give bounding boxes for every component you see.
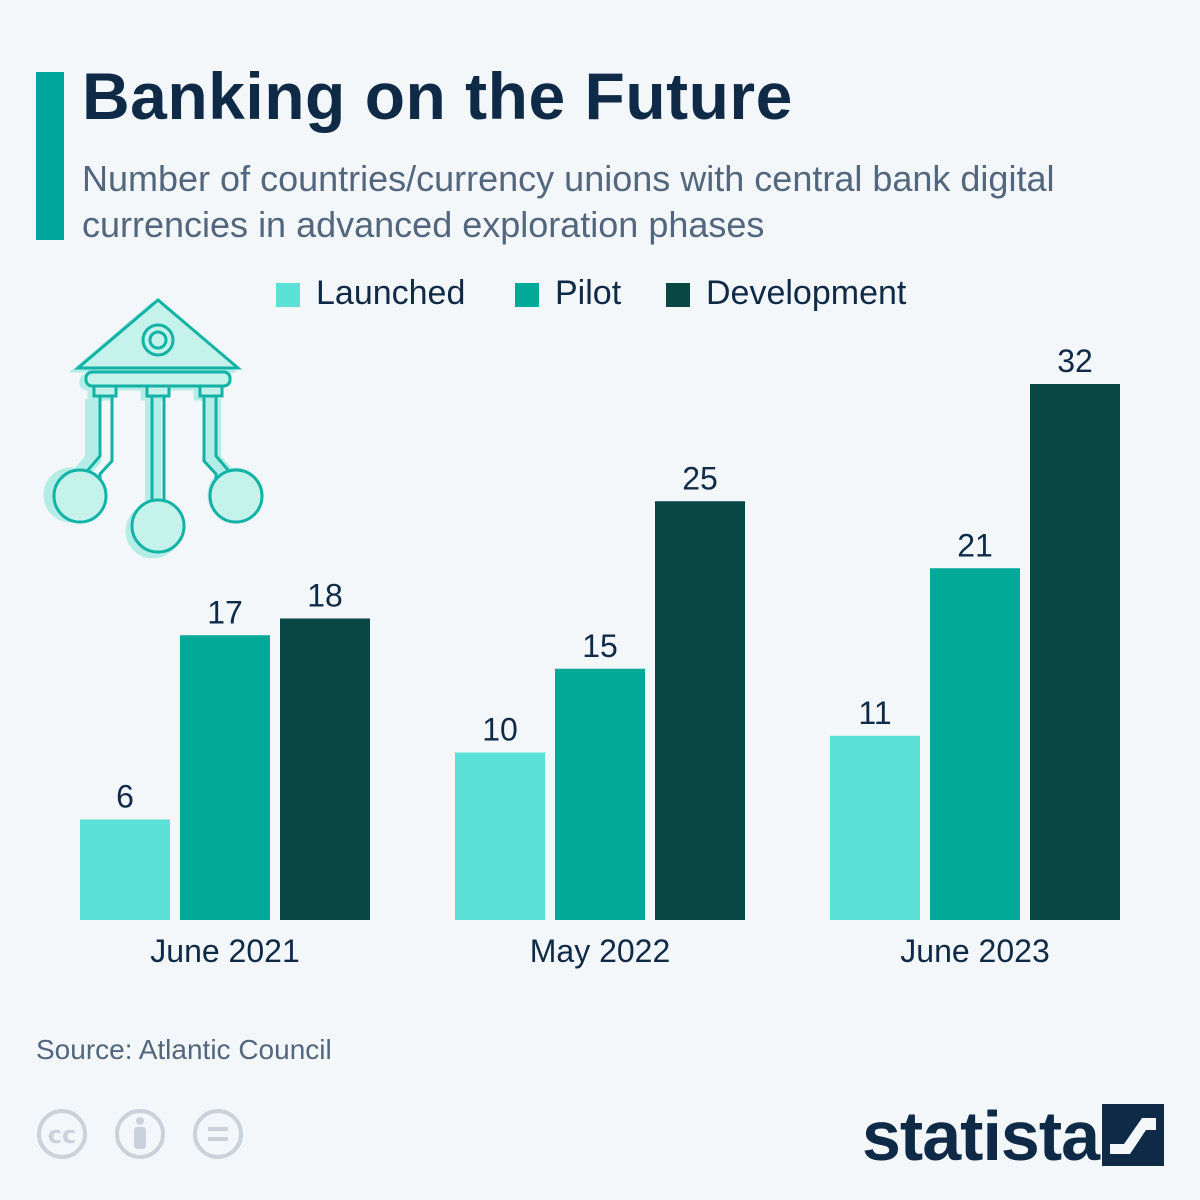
bar-pilot-june-2021	[180, 635, 270, 920]
data-label-pilot-june-2021: 17	[207, 594, 243, 630]
legend-label-development: Development	[706, 274, 907, 312]
bar-launched-may-2022	[455, 752, 545, 920]
data-label-development-june-2023: 32	[1057, 343, 1093, 379]
bar-chart: 6 17 18 June 2021 10 15 25 May 2022 11 21 32 June 2…	[80, 343, 1120, 969]
legend-swatch-pilot	[515, 283, 539, 307]
legend-label-launched: Launched	[316, 274, 466, 312]
no-derivatives-icon	[193, 1109, 243, 1159]
data-label-development-may-2022: 25	[682, 460, 718, 496]
x-tick-label-may-2022: May 2022	[530, 933, 671, 969]
data-label-pilot-june-2023: 21	[957, 527, 993, 563]
legend-swatch-development	[666, 283, 690, 307]
data-label-development-june-2021: 18	[307, 578, 343, 614]
statista-logo-text: statista	[862, 1097, 1100, 1175]
legend-swatch-launched	[276, 283, 300, 307]
bar-launched-june-2021	[80, 819, 170, 920]
creative-commons-icon: cc	[37, 1109, 87, 1159]
source-note: Source: Atlantic Council	[36, 1034, 332, 1065]
legend-label-pilot: Pilot	[555, 274, 622, 312]
attribution-icon	[115, 1109, 165, 1159]
chart-title: Banking on the Future	[82, 59, 793, 133]
x-tick-label-june-2023: June 2023	[900, 933, 1049, 969]
bar-pilot-june-2023	[930, 568, 1020, 920]
data-label-launched-june-2023: 11	[858, 695, 891, 731]
data-label-launched-june-2021: 6	[116, 779, 134, 815]
statista-logo-icon	[1102, 1104, 1164, 1166]
bank-network-icon	[43, 298, 264, 558]
svg-text:cc: cc	[48, 1121, 76, 1149]
bar-development-june-2023	[1030, 384, 1120, 920]
bar-development-may-2022	[655, 501, 745, 920]
bar-pilot-may-2022	[555, 668, 645, 920]
license-icons: cc	[37, 1109, 243, 1159]
title-accent-bar	[36, 72, 64, 240]
chart-subtitle: Number of countries/currency unions with…	[82, 158, 1055, 245]
data-label-pilot-may-2022: 15	[582, 628, 618, 664]
bar-launched-june-2023	[830, 735, 920, 920]
legend: Launched Pilot Development	[0, 270, 1200, 316]
x-tick-label-june-2021: June 2021	[150, 933, 299, 969]
data-label-launched-may-2022: 10	[482, 712, 518, 748]
bar-development-june-2021	[280, 618, 370, 920]
